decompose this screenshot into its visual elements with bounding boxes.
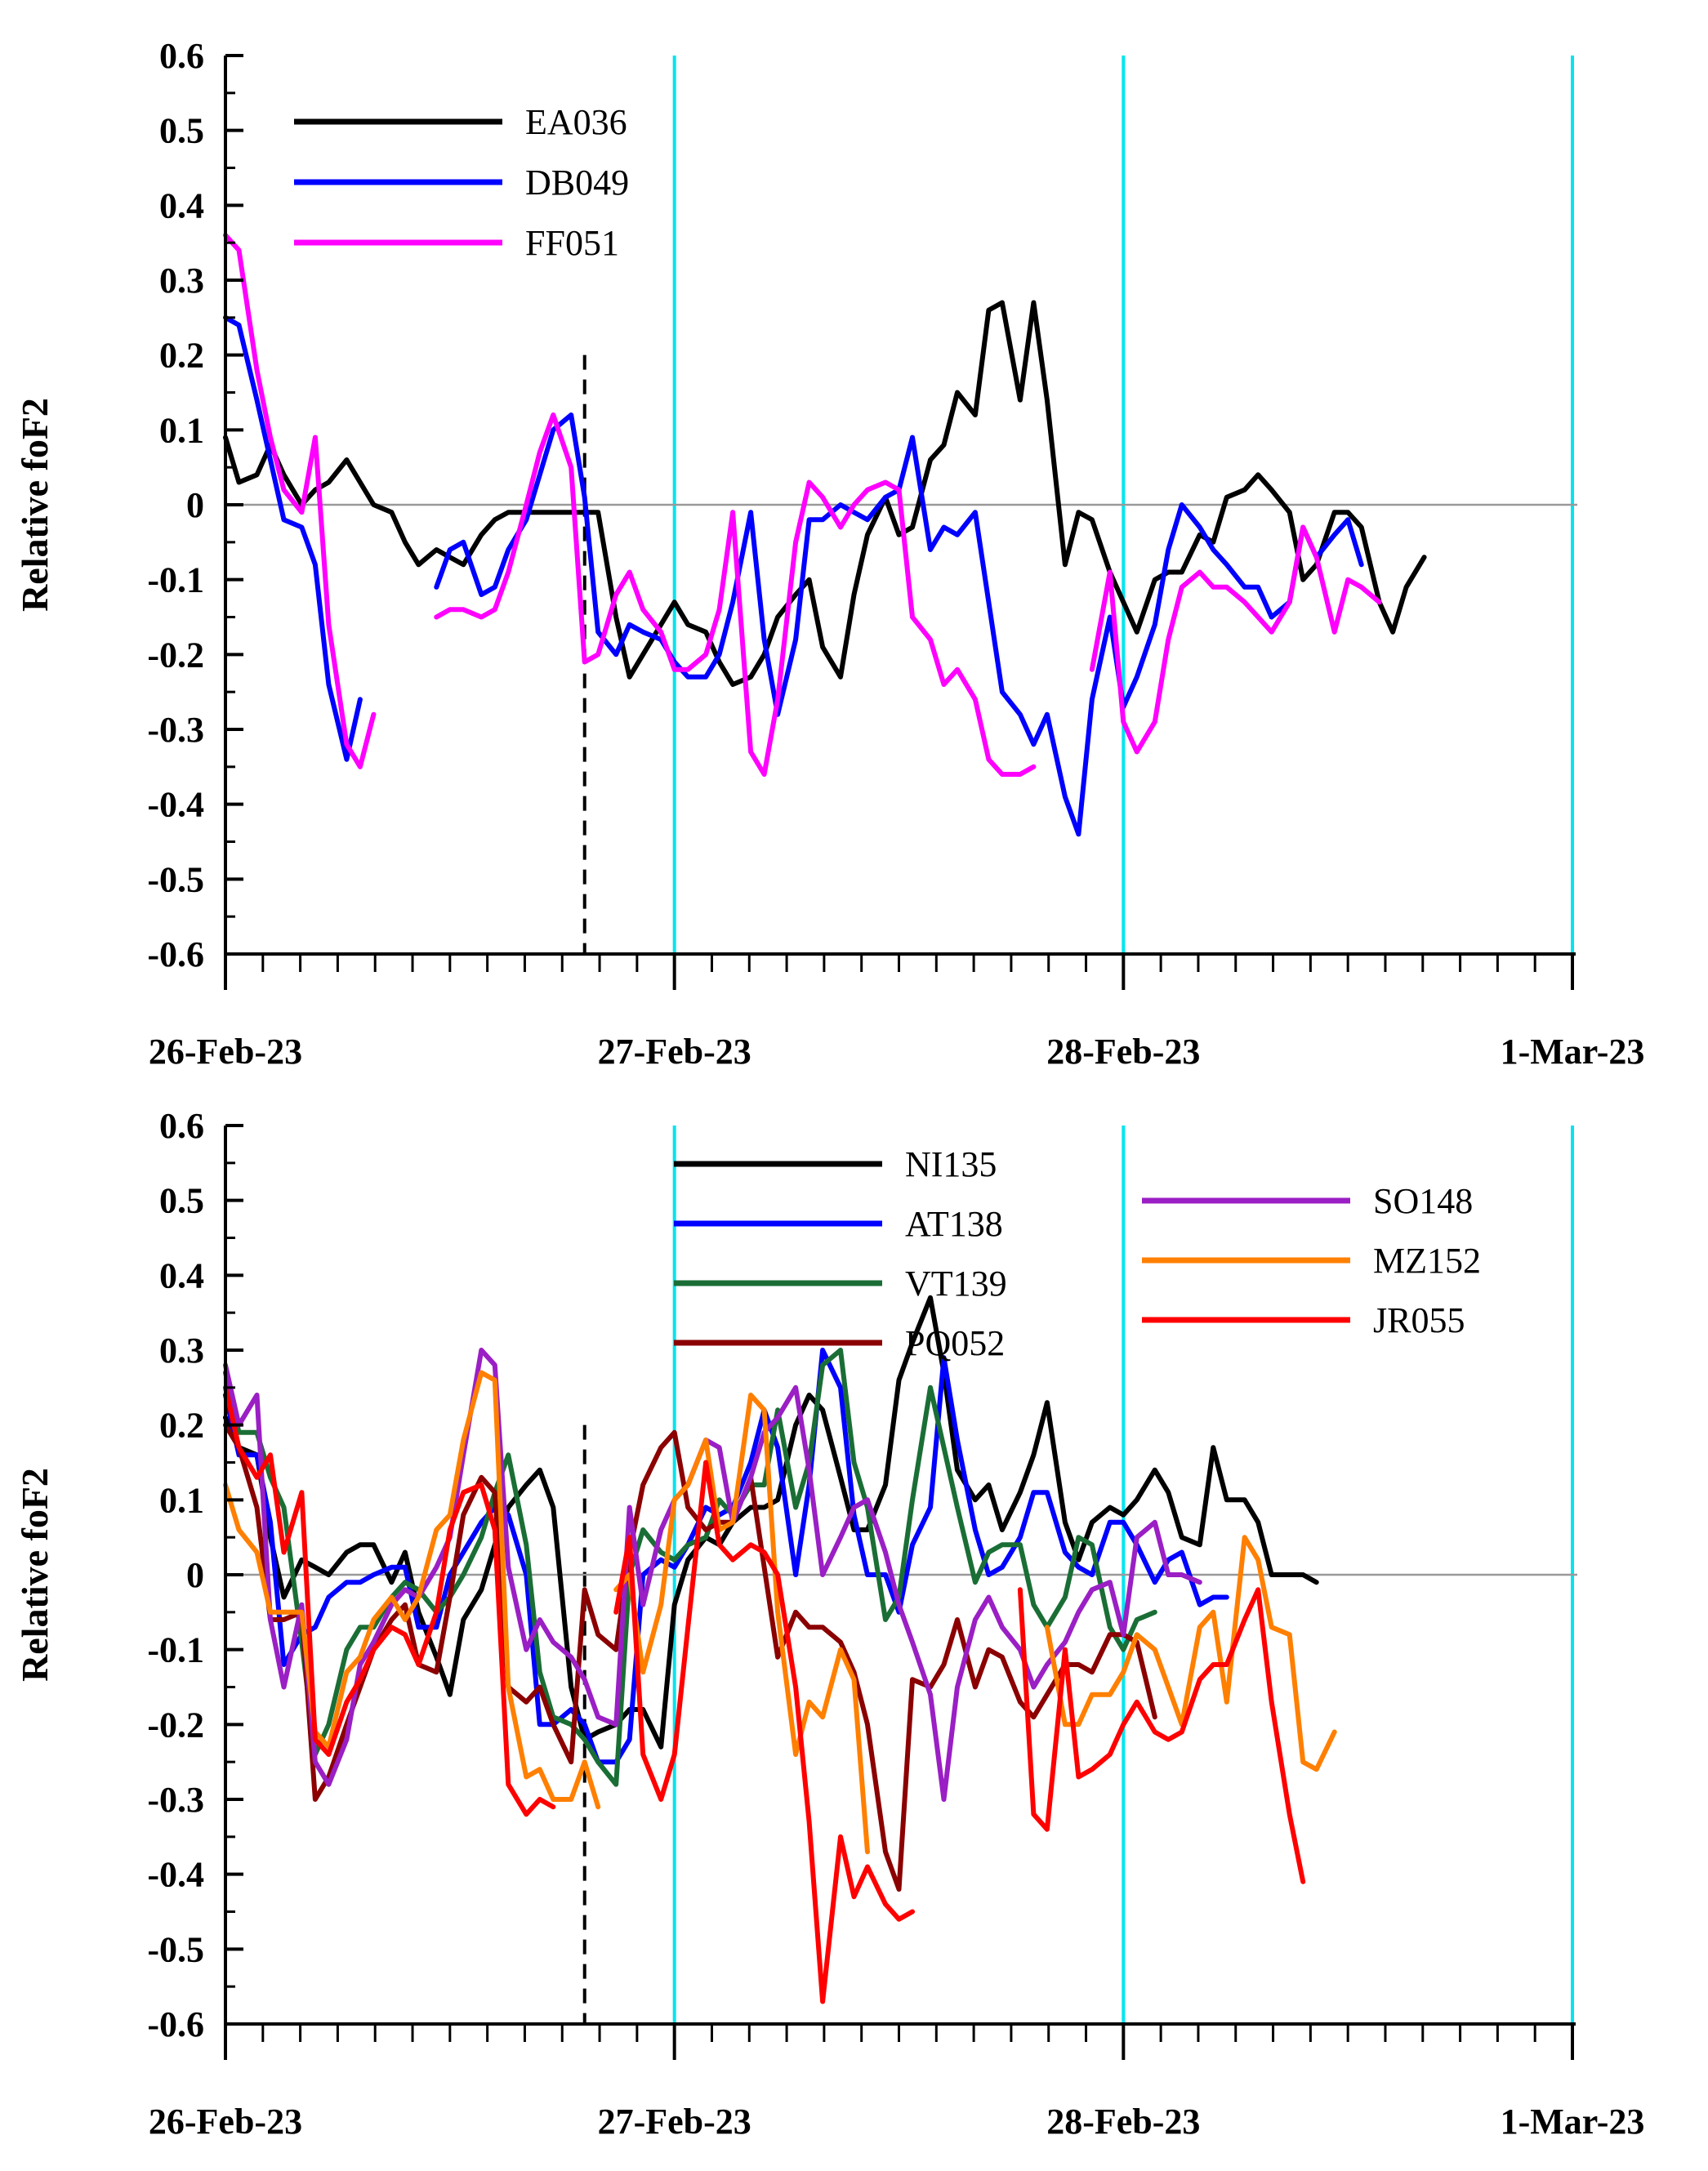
y-tick-label: -0.5 (147, 859, 204, 899)
series-line-so148 (223, 1348, 1202, 1802)
legend-label: SO148 (1373, 1181, 1473, 1221)
x-date-label: 28-Feb-23 (1046, 1032, 1200, 1072)
series-line-ff051 (223, 233, 1382, 777)
legend-label: JR055 (1373, 1300, 1465, 1340)
legend-label: FF051 (525, 223, 619, 263)
y-tick-label: 0.6 (159, 36, 204, 76)
series-line-ea036 (223, 300, 1427, 687)
y-tick-label: 0 (186, 485, 204, 525)
series-line-jr055 (223, 1384, 1306, 2004)
x-date-label: 27-Feb-23 (598, 1032, 751, 1072)
legend-label: MZ152 (1373, 1241, 1481, 1281)
y-tick-label: 0.6 (159, 1106, 204, 1146)
y-tick-label: -0.3 (147, 710, 204, 750)
chart-panel-top: 0.6 0.5 0.4 0.3 0.2 0.1 0 -0.1 -0.2 -0.3 -0.4 -0.5 -… (14, 36, 1644, 1072)
y-tick-label: -0.1 (147, 560, 204, 600)
y-tick-label: -0.3 (147, 1780, 204, 1820)
series-line-at138 (223, 1348, 1229, 1765)
y-tick-label: -0.4 (147, 1855, 204, 1895)
x-date-label: 1-Mar-23 (1501, 2102, 1645, 2142)
x-date-label: 1-Mar-23 (1501, 1032, 1645, 1072)
x-date-label: 27-Feb-23 (598, 2102, 751, 2142)
legend-label: DB049 (525, 163, 629, 203)
x-date-label: 26-Feb-23 (149, 2102, 302, 2142)
x-date-label: 26-Feb-23 (149, 1032, 302, 1072)
y-tick-label: 0.5 (159, 111, 204, 151)
legend-label: PQ052 (905, 1323, 1005, 1363)
y-tick-label: -0.2 (147, 1705, 204, 1745)
chart-panel-bottom: 0.6 0.5 0.4 0.3 0.2 0.1 0 -0.1 -0.2 -0.3 -0.4 -0.5 -… (14, 1106, 1644, 2142)
legend-label: VT139 (905, 1264, 1007, 1304)
y-tick-label: 0.4 (159, 185, 204, 225)
y-tick-label: -0.6 (147, 2004, 204, 2044)
y-tick-label: 0.4 (159, 1255, 204, 1295)
series-line-vt139 (223, 1348, 1157, 1787)
y-tick-label: -0.1 (147, 1630, 204, 1670)
y-tick-label: 0.5 (159, 1181, 204, 1221)
y-tick-label: 0.2 (159, 336, 204, 376)
y-tick-label: -0.4 (147, 785, 204, 825)
y-tick-label: -0.6 (147, 934, 204, 974)
y-tick-label: 0 (186, 1555, 204, 1595)
y-tick-label: 0.1 (159, 1480, 204, 1520)
y-tick-label: 0.3 (159, 1331, 204, 1371)
y-tick-label: 0.3 (159, 261, 204, 301)
legend-label: NI135 (905, 1144, 997, 1184)
y-tick-label: 0.1 (159, 410, 204, 450)
x-date-label: 28-Feb-23 (1046, 2102, 1200, 2142)
y-tick-label: 0.2 (159, 1406, 204, 1446)
y-axis-label: Relative foF2 (14, 398, 56, 612)
legend-label: AT138 (905, 1204, 1003, 1244)
series-line-mz152 (223, 1370, 1337, 1855)
y-axis-label: Relative foF2 (14, 1468, 56, 1682)
legend-label: EA036 (525, 102, 627, 142)
y-tick-label: -0.5 (147, 1929, 204, 1969)
y-tick-label: -0.2 (147, 635, 204, 675)
